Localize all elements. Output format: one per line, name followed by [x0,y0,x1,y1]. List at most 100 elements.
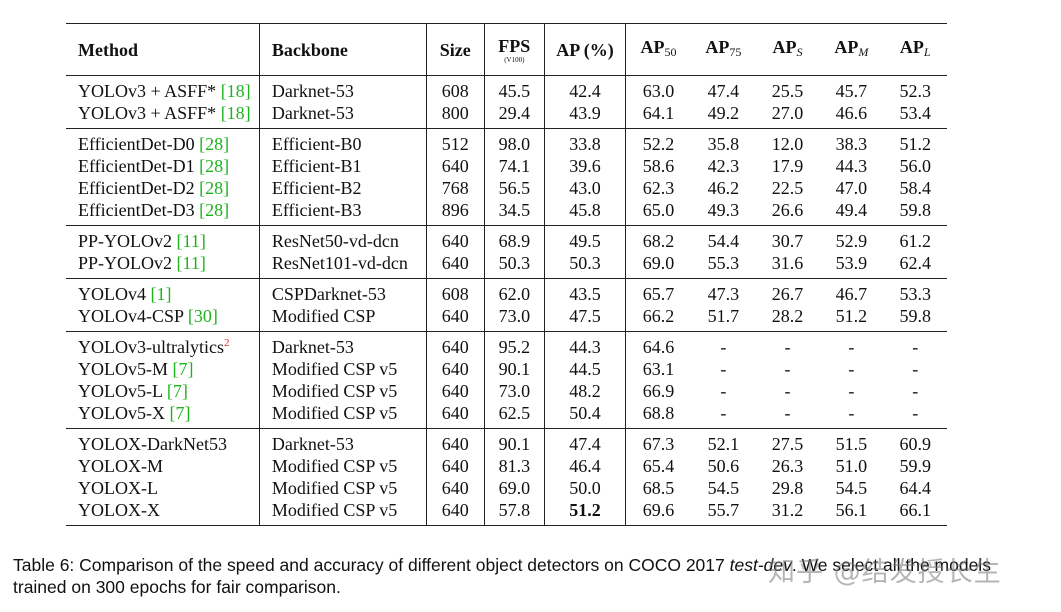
cell-method: EfficientDet-D1 [28] [66,155,260,177]
cell-apm: 49.4 [835,200,868,220]
cell-ap75: 42.3 [707,156,740,176]
table-group: YOLOX-DarkNet53 Darknet-53 640 90.1 47.4 67.3… [66,428,947,526]
citation-link[interactable]: [7] [166,381,188,401]
cell-size: 640 [426,305,485,332]
method-name: YOLOX-DarkNet53 [78,434,227,454]
cell-ap: 49.5 [544,225,627,252]
cell-ap50: 65.7 [642,284,675,304]
citation-link[interactable]: [11] [176,231,206,251]
table-row: YOLOv3 + ASFF* [18] Darknet-53 608 45.5 42.4… [66,75,947,102]
table-row: YOLOX-DarkNet53 Darknet-53 640 90.1 47.4 67.3… [66,428,947,455]
cell-size: 640 [426,252,485,279]
citation-link[interactable]: [1] [150,284,172,304]
cell-apl: 53.3 [899,284,931,304]
cell-ap: 39.6 [544,155,627,177]
cell-ap: 44.3 [544,331,627,358]
cell-backbone: Efficient-B3 [259,199,428,226]
citation-link[interactable]: [28] [199,134,230,154]
table-group: YOLOv4 [1] CSPDarknet-53 608 62.0 43.5 65.7 47… [66,278,947,332]
cell-fps: 56.5 [484,177,546,199]
cell-ap75: 46.2 [707,178,740,198]
cell-aps: 17.9 [771,156,804,176]
cell-ap50: 68.2 [642,231,675,251]
table-group: YOLOv3 + ASFF* [18] Darknet-53 608 45.5 42.4… [66,75,947,129]
table-row: YOLOv4-CSP [30] Modified CSP 640 73.0 47.5 66… [66,305,947,332]
header-fps-sub: (V100) [504,55,525,64]
cell-backbone: CSPDarknet-53 [259,278,428,305]
method-name: EfficientDet-D2 [78,178,200,198]
cell-size: 800 [426,102,485,129]
cell-method: YOLOX-L [66,477,260,499]
cell-size: 640 [426,225,485,252]
cell-ap: 42.4 [544,75,627,102]
table-row: PP-YOLOv2 [11] ResNet101-vd-dcn 640 50.3 50.… [66,252,947,279]
cell-ap: 50.4 [544,402,627,429]
cell-apm: 46.6 [835,103,868,123]
cell-backbone: Efficient-B0 [259,128,428,155]
header-apl: APL [883,24,947,76]
cell-size: 608 [426,278,485,305]
cell-ap75: - [720,337,727,357]
citation-link[interactable]: [18] [220,103,251,123]
citation-link[interactable]: [18] [220,81,251,101]
footnote-marker[interactable]: 2 [223,337,230,349]
cell-backbone: Efficient-B1 [259,155,428,177]
header-ap75-sub: 75 [729,45,742,59]
cell-aps: 30.7 [771,231,804,251]
table-row: YOLOX-M Modified CSP v5 640 81.3 46.4 65.4 50.… [66,455,947,477]
cell-ap50: 62.3 [642,178,675,198]
table-header-row: Method Backbone Size FPS (V100) AP (%) A… [66,23,947,76]
cell-ap75: 50.6 [707,456,740,476]
cell-fps: 90.1 [484,358,546,380]
cell-ap75: 51.7 [707,306,740,326]
cell-apm: 38.3 [835,134,868,154]
cell-apl: 59.8 [899,200,931,220]
caption-italic: test-dev [729,555,792,575]
cell-ap50: 69.6 [642,500,675,520]
citation-link[interactable]: [28] [199,200,230,220]
cell-apm: 53.9 [835,253,868,273]
citation-link[interactable]: [30] [187,306,218,326]
cell-apl: - [912,359,919,379]
cell-size: 512 [426,128,485,155]
cell-method: YOLOv5-L [7] [66,380,260,402]
header-aps-sub: S [796,45,803,59]
cell-size: 640 [426,455,485,477]
citation-link[interactable]: [11] [176,253,206,273]
cell-ap50: 68.5 [642,478,675,498]
header-apl-sub: L [923,45,931,59]
cell-fps: 69.0 [484,477,546,499]
cell-ap50: 69.0 [642,253,675,273]
cell-backbone: Modified CSP v5 [259,402,428,429]
citation-link[interactable]: [28] [199,178,230,198]
cell-aps: - [784,337,791,357]
cell-ap: 44.5 [544,358,627,380]
cell-method: YOLOv4-CSP [30] [66,305,260,332]
cell-fps: 57.8 [484,499,546,526]
table-caption: Table 6: Comparison of the speed and acc… [13,554,1043,598]
table-row: EfficientDet-D3 [28] Efficient-B3 896 34.5 4… [66,199,947,226]
cell-aps: 27.5 [771,434,804,454]
header-ap50-sub: 50 [664,45,677,59]
cell-ap: 51.2 [544,499,627,526]
cell-ap75: - [720,359,727,379]
watermark-logo: 知乎 @结发授长生 [768,557,1002,588]
citation-link[interactable]: [28] [199,156,230,176]
cell-ap75: 55.3 [707,253,740,273]
citation-link[interactable]: [7] [172,359,194,379]
cell-method: YOLOv3-ultralytics2 [66,331,260,358]
cell-apm: - [848,337,855,357]
cell-method: YOLOv5-M [7] [66,358,260,380]
cell-ap50: 64.6 [642,337,675,357]
cell-apl: 60.9 [899,434,931,454]
method-name: YOLOv5-L [78,381,167,401]
cell-ap: 50.0 [544,477,627,499]
cell-ap: 33.8 [544,128,627,155]
cell-fps: 73.0 [484,380,546,402]
caption-suffix: . We select all the models trained on 30… [13,555,991,597]
cell-method: PP-YOLOv2 [11] [66,225,260,252]
cell-ap50: 64.1 [642,103,675,123]
cell-size: 640 [426,499,485,526]
cell-aps: 28.2 [771,306,804,326]
citation-link[interactable]: [7] [169,403,191,423]
